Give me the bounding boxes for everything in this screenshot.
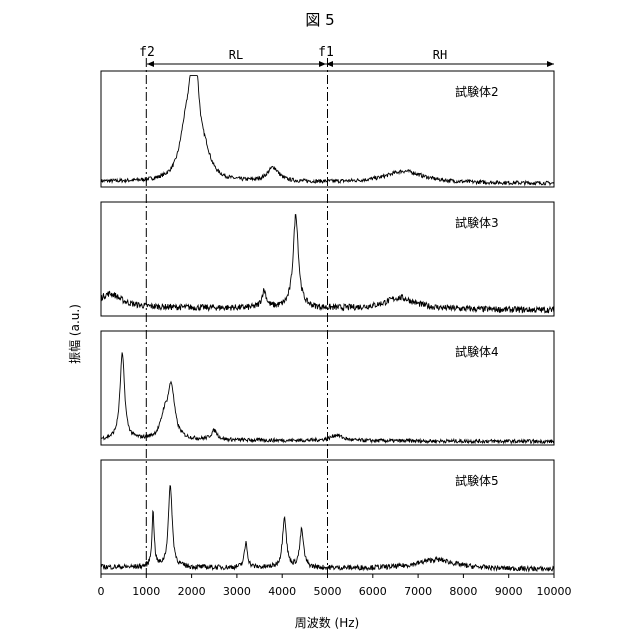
- x-tick-label: 8000: [449, 585, 477, 598]
- x-tick-label: 1000: [132, 585, 160, 598]
- panel-label: 試験体2: [455, 84, 499, 99]
- x-tick-label: 4000: [268, 585, 296, 598]
- figure-label: 図 5: [305, 11, 334, 29]
- f1-label: f1: [318, 45, 334, 60]
- x-axis-label: 周波数 (Hz): [295, 615, 360, 630]
- rl-arrowhead-right: [319, 61, 326, 67]
- panel-label: 試験体3: [455, 215, 499, 230]
- x-axis: 0 1000 2000 3000 4000 5000 6000 7000 8000 9000 100…: [98, 574, 572, 598]
- x-tick-label: 6000: [359, 585, 387, 598]
- x-tick-label: 7000: [404, 585, 432, 598]
- rh-label: RH: [433, 48, 447, 62]
- rh-arrowhead-right: [547, 61, 554, 67]
- f2-label: f2: [139, 45, 155, 60]
- rl-arrowhead-left: [147, 61, 154, 67]
- x-tick-label: 2000: [178, 585, 206, 598]
- x-tick-label: 10000: [537, 585, 572, 598]
- panel-label: 試験体4: [455, 344, 499, 359]
- rl-label: RL: [229, 48, 243, 62]
- x-tick-label: 5000: [314, 585, 342, 598]
- panel-label: 試験体5: [455, 473, 499, 488]
- x-tick-label: 3000: [223, 585, 251, 598]
- x-tick-label: 0: [98, 585, 105, 598]
- x-tick-label: 9000: [495, 585, 523, 598]
- y-axis-label: 振幅 (a.u.): [67, 304, 82, 364]
- region-annotation: f2 f1 RL RH: [139, 45, 554, 67]
